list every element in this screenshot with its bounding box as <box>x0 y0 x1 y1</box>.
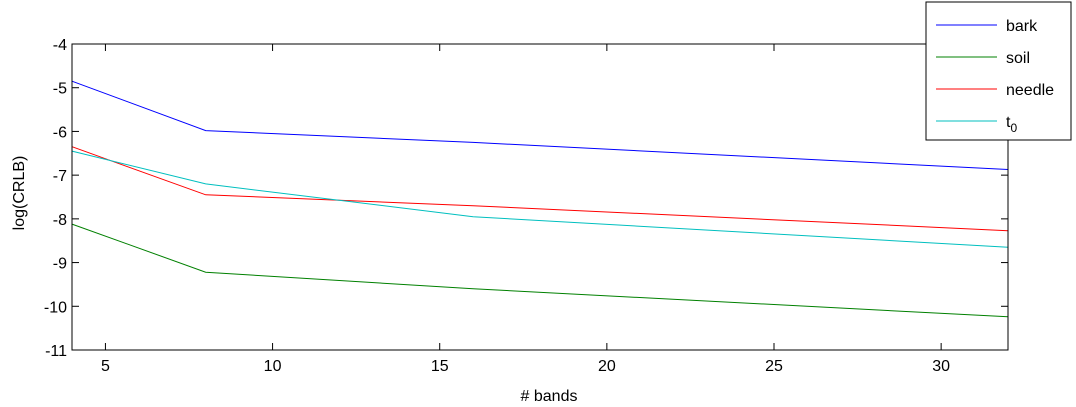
legend: bark soil needle t0 <box>925 1 1072 141</box>
y-tick-label: -9 <box>53 256 67 273</box>
x-tick-label: 10 <box>264 358 282 375</box>
legend-label-subscript: 0 <box>1010 121 1017 135</box>
y-tick-label: -5 <box>53 81 67 98</box>
plot-frame <box>71 43 1009 351</box>
axes-layer: 5 10 15 20 25 30 -4 -5 -6 -7 -8 -9 -10 -11 <box>44 37 1009 375</box>
legend-label-1: bark <box>1006 18 1038 35</box>
y-tick-label: -6 <box>53 124 67 141</box>
legend-label-3: needle <box>1006 82 1054 99</box>
x-axis-label: # bands <box>521 388 578 405</box>
x-tick-label: 25 <box>765 358 783 375</box>
plot-area <box>72 44 1008 350</box>
legend-label-2: soil <box>1006 50 1030 67</box>
plot-background <box>72 44 1008 350</box>
series-line-4 <box>71 150 1009 248</box>
y-tick-label: -7 <box>53 168 67 185</box>
y-tick-label: -4 <box>53 37 67 54</box>
y-tick-label: -10 <box>44 299 67 316</box>
x-tick-label: 15 <box>431 358 449 375</box>
y-tick-label: -11 <box>45 343 67 360</box>
series-layer <box>71 80 1009 318</box>
series-line-2 <box>71 223 1009 318</box>
y-axis-label: log(CRLB) <box>11 156 28 231</box>
series-line-1 <box>71 80 1009 170</box>
legend-box <box>925 1 1072 141</box>
x-tick-label: 5 <box>101 358 110 375</box>
x-tick-label: 20 <box>598 358 616 375</box>
x-tick-label: 30 <box>932 358 950 375</box>
y-tick-label: -8 <box>53 212 67 229</box>
legend-label-4: t0 <box>1006 114 1017 135</box>
